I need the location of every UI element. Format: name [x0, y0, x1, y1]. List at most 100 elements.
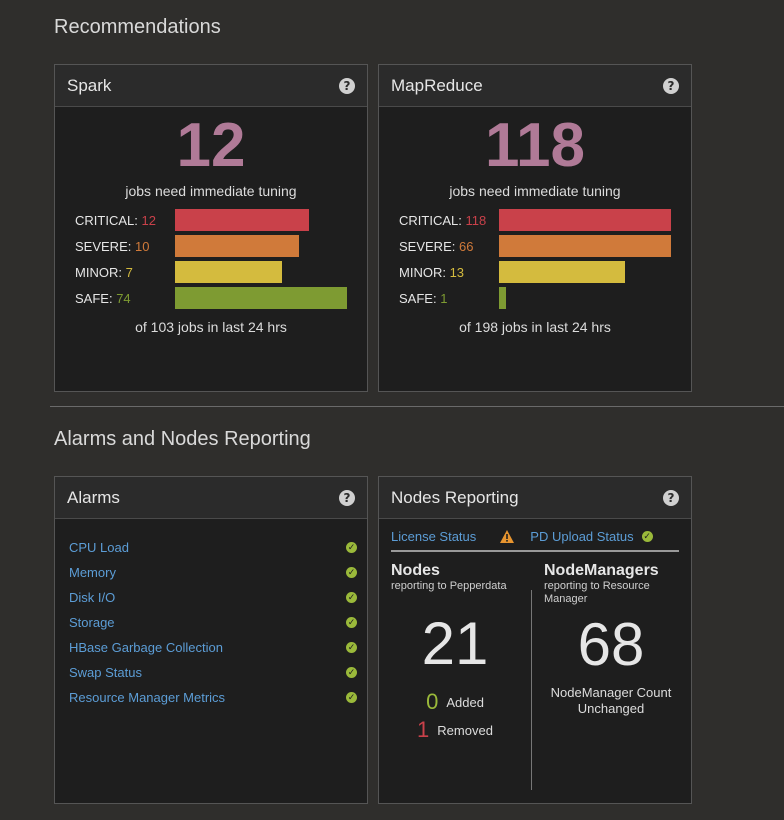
help-icon[interactable]: ?	[339, 77, 355, 94]
alarm-item-rm-metrics: Resource Manager Metrics ✓	[55, 685, 367, 710]
severity-bar	[499, 209, 671, 231]
severity-label: SEVERE:	[399, 238, 456, 254]
severity-row-critical: CRITICAL: 118	[379, 207, 691, 233]
severity-row-minor: MINOR: 13	[379, 259, 691, 285]
alarm-link[interactable]: Resource Manager Metrics	[69, 690, 226, 705]
alarms-card: Alarms ? CPU Load ✓ Memory ✓ Disk I/O ✓ …	[54, 476, 368, 804]
severity-value: 74	[116, 290, 131, 306]
severity-bar	[499, 287, 506, 309]
severity-bar	[175, 209, 310, 231]
severity-bar	[175, 261, 282, 283]
help-icon[interactable]: ?	[663, 77, 679, 94]
alarm-item-hbase-gc: HBase Garbage Collection ✓	[55, 635, 367, 660]
severity-value: 66	[458, 238, 474, 254]
spark-footer: of 103 jobs in last 24 hrs	[135, 319, 287, 335]
severity-row-severe: SEVERE: 10	[55, 233, 367, 259]
severity-value: 7	[125, 264, 133, 280]
pd-upload-status-link[interactable]: PD Upload Status	[530, 529, 634, 544]
severity-value: 118	[465, 212, 487, 228]
severity-label: SAFE:	[399, 290, 437, 306]
alarms-nodes-title: Alarms and Nodes Reporting	[54, 428, 311, 450]
severity-bar	[499, 235, 671, 257]
check-icon: ✓	[346, 617, 357, 628]
severity-label: SAFE:	[75, 290, 113, 306]
alarm-link[interactable]: HBase Garbage Collection	[69, 640, 223, 655]
added-label: Added	[446, 694, 484, 710]
check-icon: ✓	[346, 667, 357, 678]
column-divider	[531, 590, 532, 790]
help-icon[interactable]: ?	[663, 489, 679, 506]
nodes-subtitle: reporting to Pepperdata	[391, 580, 507, 592]
alarm-link[interactable]: Storage	[69, 615, 115, 630]
spark-subtitle: jobs need immediate tuning	[125, 183, 297, 199]
severity-row-safe: SAFE: 74	[55, 285, 367, 311]
severity-row-severe: SEVERE: 66	[379, 233, 691, 259]
mapreduce-subtitle: jobs need immediate tuning	[449, 183, 621, 199]
severity-row-safe: SAFE: 1	[379, 285, 691, 311]
spark-card-title: Spark	[67, 75, 112, 95]
nodemanagers-subtitle: reporting to Resource Manager	[544, 580, 650, 605]
check-icon: ✓	[346, 592, 357, 603]
severity-bar	[499, 261, 625, 283]
severity-value: 1	[440, 290, 448, 306]
spark-severity-bars: CRITICAL: 12 SEVERE: 10 MINOR: 7 SAFE: 7…	[55, 207, 367, 311]
alarm-link[interactable]: Memory	[69, 565, 116, 580]
spark-card: Spark ? 12 jobs need immediate tuning CR…	[54, 64, 368, 392]
alarm-item-disk-io: Disk I/O ✓	[55, 585, 367, 610]
alarms-card-header: Alarms ?	[55, 477, 367, 519]
nodes-card-header: Nodes Reporting ?	[379, 477, 691, 519]
mapreduce-card-header: MapReduce ?	[379, 65, 691, 107]
alarm-item-cpu-load: CPU Load ✓	[55, 535, 367, 560]
alarms-card-title: Alarms	[67, 487, 120, 507]
status-row: License Status PD Upload Status ✓	[391, 529, 679, 552]
severity-label: CRITICAL:	[75, 212, 138, 228]
warning-icon	[500, 530, 515, 543]
removed-label: Removed	[437, 722, 493, 738]
mapreduce-footer: of 198 jobs in last 24 hrs	[459, 319, 611, 335]
help-icon[interactable]: ?	[339, 489, 355, 506]
severity-value: 12	[141, 212, 156, 228]
severity-value: 13	[449, 264, 465, 280]
nodemanagers-column: NodeManagers reporting to Resource Manag…	[532, 562, 690, 790]
alarm-link[interactable]: CPU Load	[69, 540, 129, 555]
spark-card-header: Spark ?	[55, 65, 367, 107]
alarm-link[interactable]: Swap Status	[69, 665, 142, 680]
nodemanagers-title: NodeManagers	[544, 562, 659, 579]
mapreduce-severity-bars: CRITICAL: 118 SEVERE: 66 MINOR: 13 SAFE:…	[379, 207, 691, 311]
check-icon: ✓	[346, 642, 357, 653]
added-row: 0 Added	[391, 688, 519, 716]
alarm-link[interactable]: Disk I/O	[69, 590, 116, 605]
severity-value: 10	[134, 238, 150, 254]
added-count: 0	[426, 689, 439, 714]
check-icon: ✓	[346, 692, 357, 703]
mapreduce-card-title: MapReduce	[391, 75, 483, 95]
check-icon: ✓	[641, 531, 653, 542]
mapreduce-card: MapReduce ? 118 jobs need immediate tuni…	[378, 64, 692, 392]
severity-label: CRITICAL:	[399, 212, 462, 228]
severity-bar	[175, 235, 299, 257]
nodes-reporting-card: Nodes Reporting ? License Status PD Uplo…	[378, 476, 692, 804]
license-status-link[interactable]: License Status	[391, 529, 477, 544]
severity-row-critical: CRITICAL: 12	[55, 207, 367, 233]
spark-job-count: 12	[176, 111, 246, 180]
alarm-list: CPU Load ✓ Memory ✓ Disk I/O ✓ Storage ✓…	[55, 535, 367, 710]
nodes-columns: Nodes reporting to Pepperdata 21 0 Added…	[379, 562, 691, 790]
nodemanager-count-status: NodeManager Count Unchanged	[550, 685, 672, 716]
alarm-item-memory: Memory ✓	[55, 560, 367, 585]
section-divider	[50, 406, 784, 407]
severity-label: MINOR:	[75, 264, 122, 280]
severity-row-minor: MINOR: 7	[55, 259, 367, 285]
severity-label: MINOR:	[399, 264, 446, 280]
recommendations-title: Recommendations	[54, 16, 221, 38]
severity-bar	[175, 287, 347, 309]
alarm-item-storage: Storage ✓	[55, 610, 367, 635]
mapreduce-job-count: 118	[484, 111, 586, 180]
nodes-column: Nodes reporting to Pepperdata 21 0 Added…	[379, 562, 531, 790]
removed-row: 1 Removed	[391, 716, 519, 744]
nodes-title: Nodes	[391, 562, 440, 579]
nodes-count: 21	[421, 610, 489, 677]
nodes-card-title: Nodes Reporting	[391, 487, 519, 507]
removed-count: 1	[417, 717, 430, 742]
check-icon: ✓	[346, 542, 357, 553]
severity-label: SEVERE:	[75, 238, 132, 254]
